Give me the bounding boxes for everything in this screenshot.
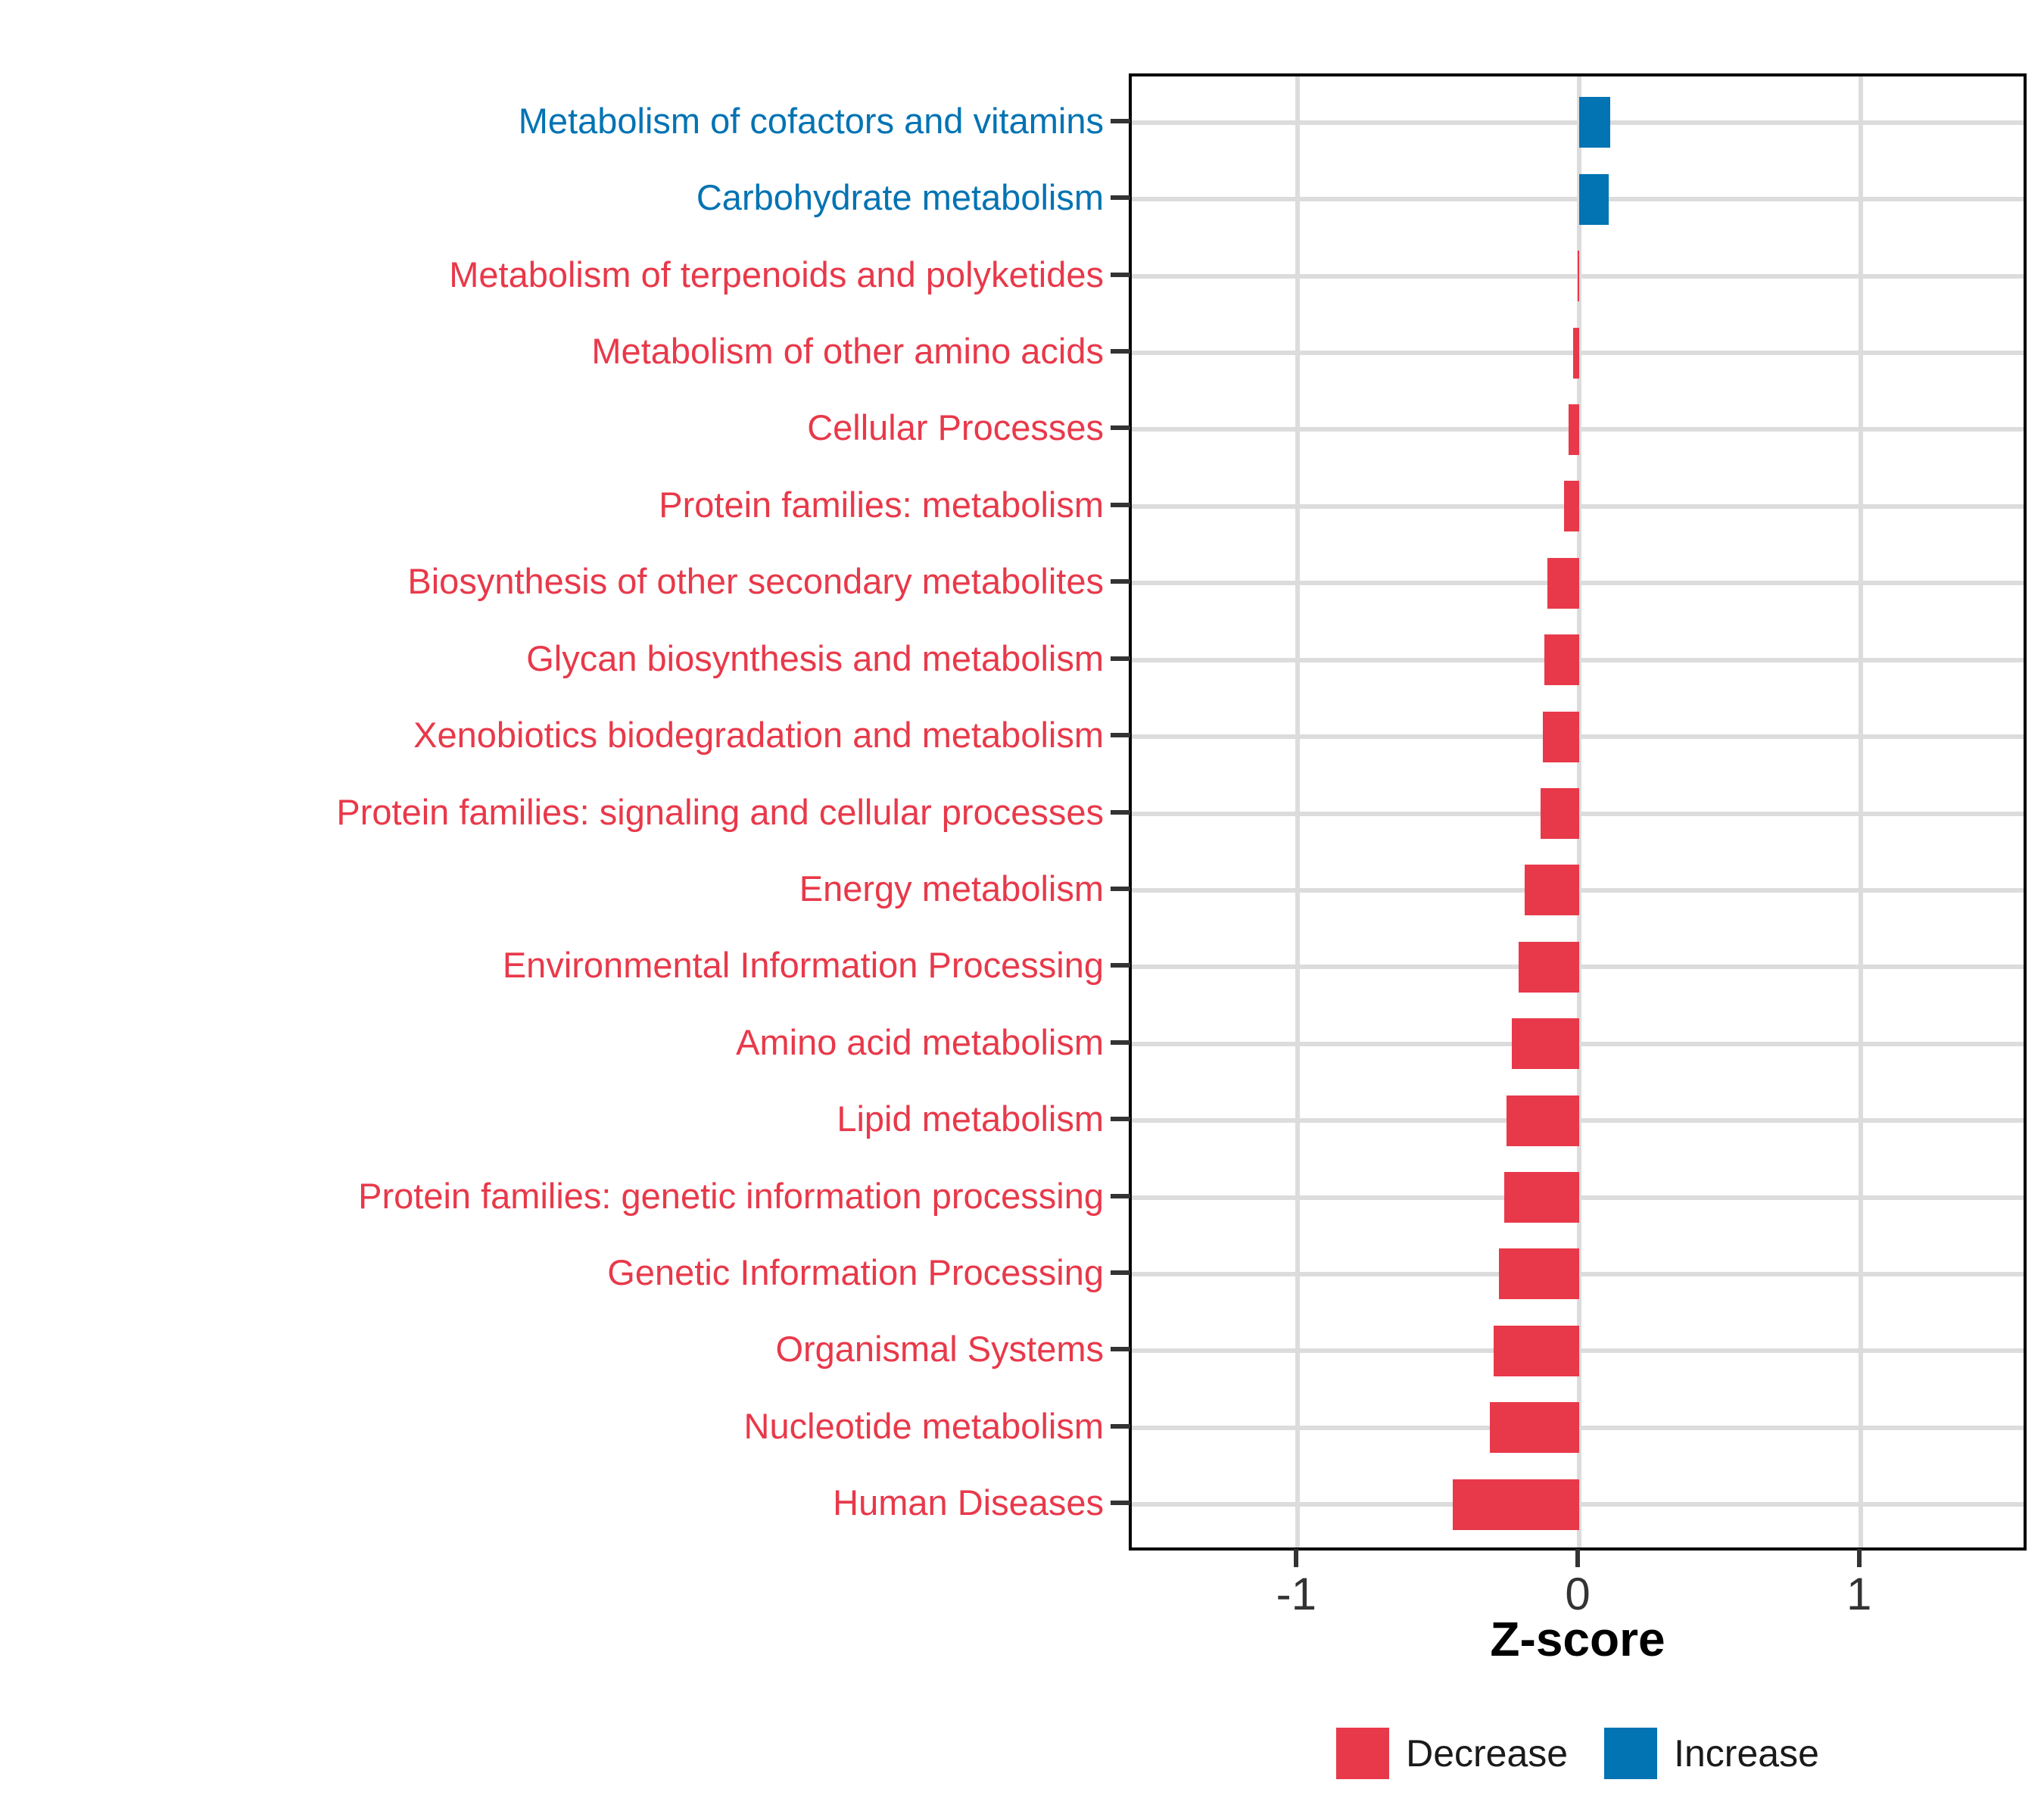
bar-decrease bbox=[1542, 711, 1579, 762]
bar-decrease bbox=[1507, 1095, 1579, 1146]
bar-decrease bbox=[1564, 481, 1579, 532]
y-tick-mark bbox=[1111, 1039, 1130, 1045]
category-label: Protein families: genetic information pr… bbox=[358, 1175, 1104, 1216]
bar-decrease bbox=[1519, 941, 1579, 993]
category-label: Human Diseases bbox=[833, 1482, 1104, 1523]
y-tick-mark bbox=[1111, 886, 1130, 891]
y-tick-mark bbox=[1111, 118, 1130, 123]
bar-decrease bbox=[1572, 327, 1579, 379]
decrease-swatch-icon bbox=[1336, 1728, 1390, 1779]
category-label: Lipid metabolism bbox=[837, 1099, 1104, 1139]
category-label: Cellular Processes bbox=[807, 407, 1104, 448]
y-tick-mark bbox=[1111, 195, 1130, 201]
bar-decrease bbox=[1452, 1479, 1579, 1530]
gridline-vertical bbox=[1295, 76, 1301, 1547]
bar-decrease bbox=[1511, 1018, 1579, 1070]
category-label: Carbohydrate metabolism bbox=[696, 177, 1104, 218]
category-label: Xenobiotics biodegradation and metabolis… bbox=[413, 715, 1104, 756]
increase-swatch-icon bbox=[1604, 1728, 1658, 1779]
y-tick-mark bbox=[1111, 1501, 1130, 1506]
legend-label-decrease: Decrease bbox=[1406, 1732, 1569, 1775]
x-tick-label: 0 bbox=[1565, 1569, 1591, 1619]
x-tick-mark bbox=[1856, 1549, 1862, 1567]
bar-decrease bbox=[1578, 251, 1580, 302]
y-tick-mark bbox=[1111, 733, 1130, 738]
legend-item-increase: Increase bbox=[1604, 1728, 1819, 1779]
bar-decrease bbox=[1547, 557, 1579, 609]
category-label: Biosynthesis of other secondary metaboli… bbox=[407, 561, 1104, 602]
y-tick-mark bbox=[1111, 502, 1130, 507]
x-tick-mark bbox=[1294, 1549, 1299, 1567]
y-tick-mark bbox=[1111, 1423, 1130, 1429]
category-label: Protein families: metabolism bbox=[659, 484, 1104, 525]
x-tick-mark bbox=[1575, 1549, 1580, 1567]
x-tick-label: -1 bbox=[1276, 1569, 1316, 1619]
bar-decrease bbox=[1498, 1248, 1579, 1300]
x-tick-label: 1 bbox=[1846, 1569, 1872, 1619]
category-label: Metabolism of other amino acids bbox=[591, 331, 1104, 372]
bar-decrease bbox=[1568, 404, 1579, 455]
category-label: Metabolism of terpenoids and polyketides bbox=[449, 254, 1104, 295]
y-tick-mark bbox=[1111, 579, 1130, 584]
y-tick-mark bbox=[1111, 1347, 1130, 1352]
category-label: Energy metabolism bbox=[799, 868, 1104, 908]
category-label: Amino acid metabolism bbox=[736, 1021, 1104, 1062]
category-label: Metabolism of cofactors and vitamins bbox=[518, 100, 1104, 141]
bar-decrease bbox=[1544, 634, 1579, 686]
bar-decrease bbox=[1490, 1402, 1579, 1454]
category-label: Organismal Systems bbox=[775, 1329, 1104, 1370]
y-tick-mark bbox=[1111, 272, 1130, 277]
bar-decrease bbox=[1540, 788, 1579, 839]
y-tick-mark bbox=[1111, 1270, 1130, 1275]
legend: Decrease Increase bbox=[1130, 1726, 2025, 1781]
y-tick-mark bbox=[1111, 1193, 1130, 1198]
legend-label-increase: Increase bbox=[1674, 1732, 1819, 1775]
bar-decrease bbox=[1494, 1325, 1579, 1376]
bar-decrease bbox=[1524, 865, 1579, 916]
category-label: Protein families: signaling and cellular… bbox=[336, 791, 1104, 832]
x-axis-title: Z-score bbox=[1490, 1612, 1665, 1666]
plot-panel-content bbox=[1132, 76, 2024, 1547]
y-tick-mark bbox=[1111, 425, 1130, 431]
y-tick-mark bbox=[1111, 1117, 1130, 1122]
y-tick-mark bbox=[1111, 963, 1130, 968]
category-label: Glycan biosynthesis and metabolism bbox=[526, 637, 1104, 678]
gridline-vertical bbox=[1577, 76, 1581, 1547]
gridline-vertical bbox=[1858, 76, 1863, 1547]
category-label: Environmental Information Processing bbox=[502, 945, 1104, 986]
y-tick-mark bbox=[1111, 349, 1130, 354]
y-tick-mark bbox=[1111, 656, 1130, 661]
category-label: Genetic Information Processing bbox=[607, 1251, 1104, 1292]
category-label: Nucleotide metabolism bbox=[743, 1405, 1104, 1446]
bar-increase bbox=[1579, 173, 1609, 225]
bar-increase bbox=[1579, 97, 1610, 148]
legend-item-decrease: Decrease bbox=[1336, 1728, 1568, 1779]
y-tick-mark bbox=[1111, 809, 1130, 815]
bar-decrease bbox=[1504, 1172, 1579, 1223]
